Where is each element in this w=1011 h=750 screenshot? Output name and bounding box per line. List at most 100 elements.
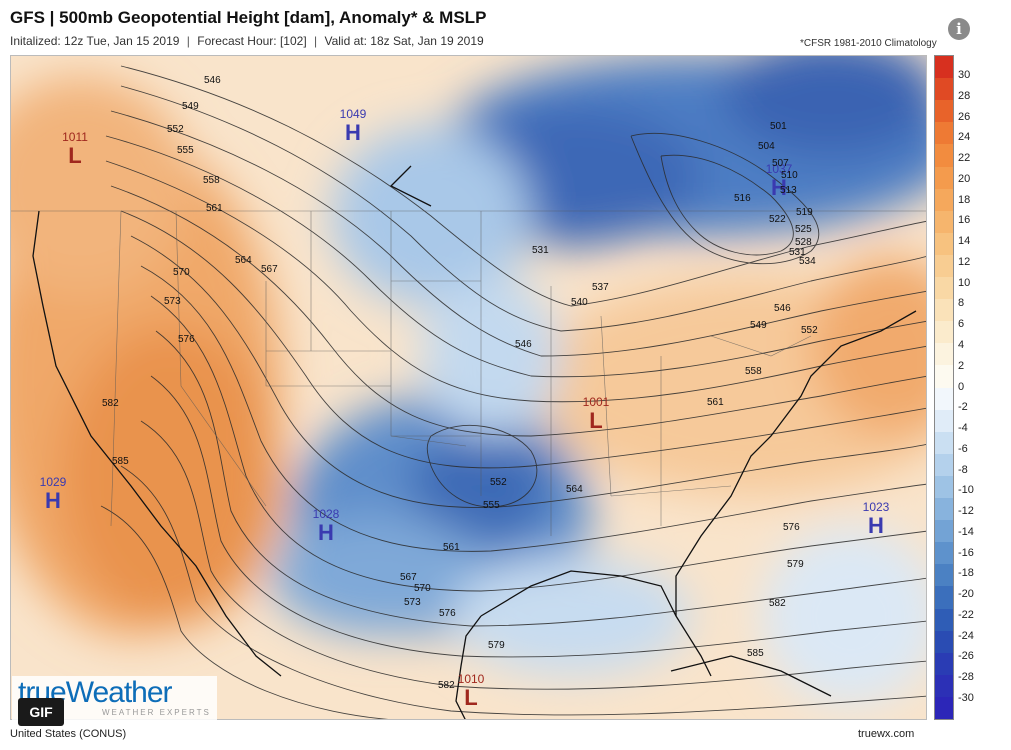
height-contour-label: 564: [566, 484, 583, 495]
height-contour-label: 582: [102, 398, 119, 409]
colorbar-segment: [935, 498, 953, 521]
height-contour-label: 567: [261, 264, 278, 275]
colorbar-tick: 14: [958, 235, 971, 248]
colorbar-ticks: 30 28 26 24 22 20 18 16 14 12 10 8 6 4 2 0 -2 -4 -6 -8 -10 -1…: [958, 55, 1008, 720]
colorbar-segment: [935, 343, 953, 366]
colorbar-tick: -26: [958, 650, 974, 663]
colorbar-tick: 30: [958, 69, 971, 81]
height-contour-label: 579: [488, 640, 505, 651]
pressure-value: 1029: [40, 475, 67, 489]
colorbar-segment: [935, 277, 953, 300]
height-contour-label: 501: [770, 121, 787, 132]
colorbar-segment: [935, 564, 953, 587]
low-pressure-marker: L: [464, 685, 477, 710]
anomaly-shading: [11, 56, 926, 706]
colorbar-tick: -8: [958, 463, 968, 476]
gif-button[interactable]: GIF: [18, 698, 64, 726]
colorbar-segment: [935, 431, 953, 455]
pressure-value: 1010: [458, 672, 485, 686]
height-contour-label: 537: [592, 282, 609, 293]
height-contour-label: 549: [182, 101, 199, 112]
colorbar-segment: [935, 122, 953, 145]
high-pressure-marker: H: [771, 175, 787, 200]
height-contour-label: 555: [483, 500, 500, 511]
height-contour-label: 564: [235, 255, 252, 266]
high-pressure-marker: H: [345, 120, 361, 145]
colorbar-tick: 18: [958, 193, 971, 206]
height-contours: [100, 65, 926, 719]
brand-logo: trueWeather WEATHER EXPERTS: [12, 676, 217, 720]
contour-labels: 5465495525555585615645675705735765825855…: [102, 75, 818, 691]
height-contour-label: 573: [404, 597, 421, 608]
colorbar-segment: [935, 321, 953, 344]
colorbar-tick: -4: [958, 422, 968, 435]
height-contour-label: 519: [796, 207, 813, 218]
colorbar-segment: [935, 365, 953, 388]
height-contour-label: 504: [758, 141, 775, 152]
weather-map: 1049 H 1037 H 1011 L 1001 L 1029 H 1028 H 1023 H 1010 L…: [10, 55, 927, 720]
height-contour-label: 573: [164, 296, 181, 307]
colorbar-tick: -22: [958, 608, 974, 621]
info-icon[interactable]: i: [948, 18, 970, 40]
colorbar-segment: [935, 520, 953, 543]
height-contour-label: 540: [571, 297, 588, 308]
height-contour-label: 507: [772, 158, 789, 169]
colorbar-tick: -20: [958, 588, 974, 601]
colorbar-tick: 28: [958, 89, 971, 102]
colorbar-tick: 6: [958, 318, 965, 331]
colorbar-segment: [935, 586, 953, 609]
colorbar-segment: [935, 166, 953, 190]
height-contour-label: 546: [515, 339, 532, 350]
pressure-value: 1028: [313, 507, 340, 521]
height-contour-label: 531: [532, 245, 549, 256]
height-contour-label: 552: [490, 477, 507, 488]
colorbar-segment: [935, 78, 953, 101]
init-time: Initalized: 12z Tue, Jan 15 2019: [10, 34, 180, 48]
colorbar-tick: 2: [958, 359, 965, 372]
colorbar-tick: 0: [958, 380, 965, 393]
colorbar-tick: -16: [958, 546, 974, 559]
height-contour-label: 561: [707, 397, 724, 408]
height-contour-label: 561: [443, 542, 460, 553]
colorbar-segment: [935, 674, 953, 698]
colorbar-segment: [935, 608, 953, 632]
colorbar-segment: [935, 144, 953, 167]
colorbar-tick: -30: [958, 692, 974, 704]
pressure-value: 1049: [340, 107, 367, 121]
low-pressure-marker: L: [589, 408, 602, 433]
colorbar-tick: 26: [958, 110, 971, 123]
height-contour-label: 555: [177, 145, 194, 156]
pressure-value: 1023: [863, 500, 890, 514]
separator: |: [186, 34, 190, 48]
height-contour-label: 546: [774, 303, 791, 314]
height-contour-label: 558: [203, 175, 220, 186]
height-contour-label: 585: [747, 648, 764, 659]
high-pressure-marker: H: [318, 520, 334, 545]
run-info: Initalized: 12z Tue, Jan 15 2019 | Forec…: [10, 34, 484, 48]
height-contour-label: 576: [439, 608, 456, 619]
colorbar-segment: [935, 210, 953, 234]
coastlines: [32, 165, 917, 719]
colorbar-segment: [935, 100, 953, 123]
height-contour-label: 570: [414, 583, 431, 594]
colorbar-segment: [935, 409, 953, 433]
pressure-value: 1037: [766, 162, 793, 176]
colorbar-tick: -12: [958, 505, 974, 518]
height-contour-label: 567: [400, 572, 417, 583]
separator: |: [314, 34, 318, 48]
colorbar-segment: [935, 542, 953, 565]
valid-time: Valid at: 18z Sat, Jan 19 2019: [324, 34, 484, 48]
state-borders: [11, 210, 926, 536]
height-contour-label: 516: [734, 193, 751, 204]
colorbar-tick: 10: [958, 276, 971, 289]
site-link[interactable]: truewx.com: [858, 728, 915, 740]
colorbar-segment: [935, 188, 953, 212]
height-contour-label: 513: [780, 185, 797, 196]
height-contour-label: 582: [438, 680, 455, 691]
height-contour-label: 549: [750, 320, 767, 331]
colorbar-segment: [935, 299, 953, 322]
colorbar-segment: [935, 696, 953, 719]
height-contour-label: 534: [799, 256, 816, 267]
colorbar-tick: -14: [958, 525, 974, 538]
colorbar-segment: [935, 56, 953, 79]
